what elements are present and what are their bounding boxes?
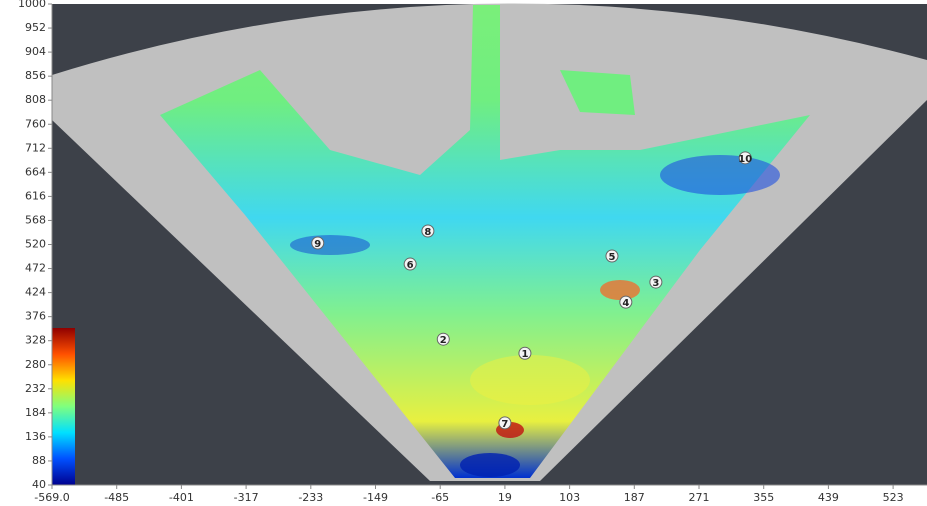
x-tick-label: 103 [559,491,580,504]
x-tick-label: -485 [104,491,129,504]
x-tick-label: -149 [363,491,388,504]
y-tick-label: 40 [32,478,46,491]
marker-label: 1 [521,349,528,360]
y-tick-label: 760 [25,117,46,130]
y-tick-label: 184 [25,406,46,419]
marker-label: 2 [440,335,447,346]
y-tick-label: 472 [25,262,46,275]
marker-label: 3 [652,278,659,289]
x-tick-label: -401 [169,491,194,504]
chart: -569.0-485-401-317-233-149-6519103187271… [0,0,927,506]
y-tick-label: 616 [25,189,46,202]
y-tick-label: 520 [25,238,46,251]
x-tick-label: -65 [431,491,449,504]
y-tick-label: 568 [25,213,46,226]
x-tick-label: -569.0 [34,491,69,504]
y-tick-label: 328 [25,334,46,347]
intensity-field [460,453,520,477]
y-tick-label: 664 [25,165,46,178]
marker-label: 5 [608,252,615,263]
y-tick-label: 856 [25,69,46,82]
marker-label: 10 [738,154,752,165]
marker-label: 4 [622,298,629,309]
y-tick-label: 904 [25,45,46,58]
intensity-field [600,280,640,300]
marker-label: 8 [424,227,431,238]
intensity-field [660,155,780,195]
y-tick-label: 1000 [18,0,46,10]
y-tick-label: 376 [25,310,46,323]
y-tick-label: 952 [25,21,46,34]
marker-label: 9 [314,239,321,250]
y-tick-label: 808 [25,93,46,106]
x-tick-label: 439 [818,491,839,504]
y-tick-label: 712 [25,141,46,154]
y-tick-label: 280 [25,358,46,371]
x-tick-label: 19 [498,491,512,504]
x-tick-label: 355 [753,491,774,504]
color-bar [52,328,75,485]
marker-label: 6 [407,260,414,271]
x-tick-label: 271 [689,491,710,504]
x-tick-label: 187 [624,491,645,504]
y-tick-label: 232 [25,382,46,395]
x-tick-label: 523 [883,491,904,504]
y-tick-label: 88 [32,454,46,467]
y-tick-label: 424 [25,286,46,299]
marker-label: 7 [501,419,508,430]
intensity-field [470,355,590,405]
target-marker: 10 [738,152,752,165]
intensity-field [290,235,370,255]
x-tick-label: -317 [234,491,259,504]
y-tick-label: 136 [25,430,46,443]
x-tick-label: -233 [298,491,323,504]
